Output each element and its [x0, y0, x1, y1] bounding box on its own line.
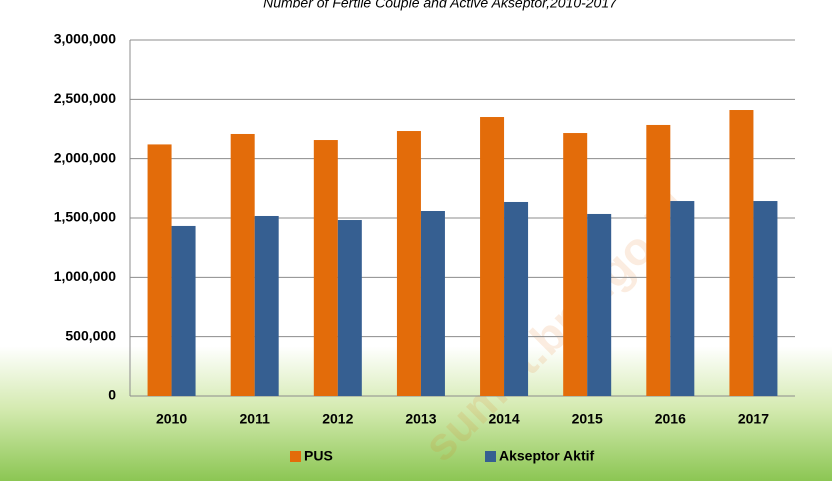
bar: [171, 225, 196, 396]
legend-label: PUS: [304, 448, 333, 464]
x-tick-label: 2016: [655, 411, 686, 427]
y-tick-label: 1,500,000: [54, 209, 116, 225]
bar: [147, 144, 172, 396]
bar: [337, 220, 362, 396]
x-tick-label: 2012: [322, 411, 353, 427]
bar: [587, 213, 612, 396]
bar: [729, 110, 754, 396]
x-tick-label: 2010: [156, 411, 187, 427]
bar: [670, 201, 695, 396]
y-tick-label: 0: [108, 387, 116, 403]
bar: [480, 117, 505, 397]
bar: [313, 140, 338, 396]
y-tick-label: 1,000,000: [54, 268, 116, 284]
x-tick-label: 2013: [405, 411, 436, 427]
x-tick-label: 2017: [738, 411, 769, 427]
y-tick-label: 3,000,000: [54, 31, 116, 47]
bar: [753, 201, 778, 396]
y-tick-label: 2,000,000: [54, 149, 116, 165]
legend-label: Akseptor Aktif: [499, 448, 595, 464]
x-tick-label: 2011: [240, 411, 271, 427]
bar: [396, 131, 421, 396]
bar: [563, 133, 588, 396]
y-tick-label: 500,000: [65, 327, 116, 343]
x-tick-label: 2014: [488, 411, 519, 427]
y-tick-label: 2,500,000: [54, 90, 116, 106]
bar: [420, 210, 445, 396]
bar: [646, 124, 671, 396]
legend-swatch: [485, 451, 496, 462]
bar: [254, 215, 279, 396]
x-tick-label: 2015: [572, 411, 603, 427]
bar: [230, 133, 255, 396]
legend-swatch: [290, 451, 301, 462]
bar: [504, 201, 529, 396]
chart-title: Number of Fertile Couple and Active Akse…: [263, 0, 618, 11]
